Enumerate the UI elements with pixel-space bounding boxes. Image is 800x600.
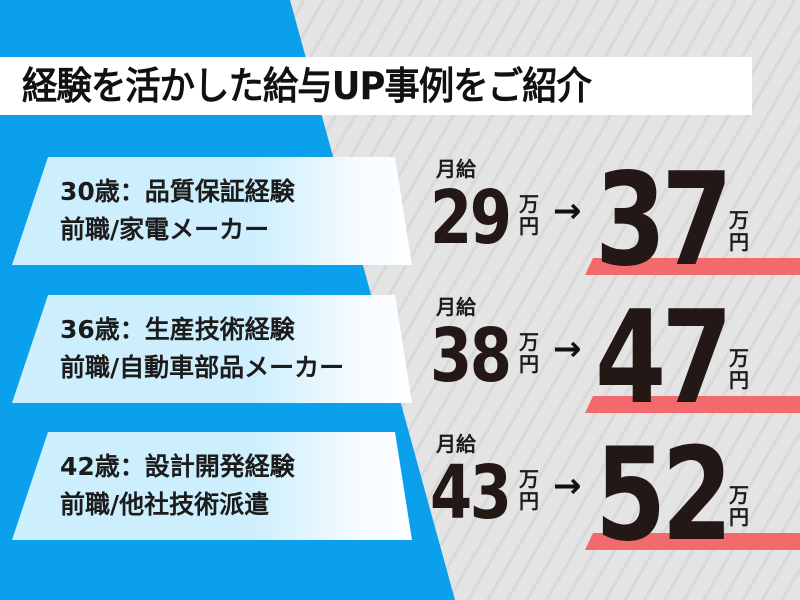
unit-yen: 円 xyxy=(519,214,539,238)
title-bar xyxy=(0,57,752,115)
unit-yen: 円 xyxy=(729,230,749,254)
unit-man: 万 xyxy=(729,483,749,507)
case-profile: 36歳：生産技術経験 xyxy=(60,315,295,344)
salary-after: 47 xyxy=(595,284,733,433)
unit-before: 万円 xyxy=(518,468,540,512)
case-previous-job: 前職/家電メーカー xyxy=(60,215,270,244)
case-profile: 30歳：品質保証経験 xyxy=(60,177,295,206)
unit-after: 万円 xyxy=(728,347,750,391)
unit-man: 万 xyxy=(519,330,539,354)
page-title: 経験を活かした給与UP事例をご紹介 xyxy=(22,64,592,108)
salary-label: 月給 xyxy=(436,157,476,181)
case-card xyxy=(12,295,412,403)
unit-yen: 円 xyxy=(519,352,539,376)
arrow-right-icon: → xyxy=(553,466,582,506)
salary-label: 月給 xyxy=(436,295,476,319)
highlight-bar xyxy=(585,533,800,550)
arrow-right-icon: → xyxy=(553,329,582,369)
salary-label: 月給 xyxy=(436,432,476,456)
highlight-bar xyxy=(585,258,800,275)
unit-before: 万円 xyxy=(518,193,540,237)
unit-man: 万 xyxy=(729,346,749,370)
highlight-bar xyxy=(585,396,800,413)
unit-after: 万円 xyxy=(728,209,750,253)
salary-before: 43 xyxy=(430,450,512,536)
unit-man: 万 xyxy=(519,192,539,216)
case-card xyxy=(12,157,412,265)
case-previous-job: 前職/他社技術派遣 xyxy=(60,490,270,519)
unit-after: 万円 xyxy=(728,484,750,528)
case-profile: 42歳：設計開発経験 xyxy=(60,452,295,481)
unit-man: 万 xyxy=(519,467,539,491)
case-previous-job: 前職/自動車部品メーカー xyxy=(60,353,345,382)
salary-after: 37 xyxy=(595,146,733,295)
unit-yen: 円 xyxy=(729,368,749,392)
case-card xyxy=(12,432,412,540)
salary-after: 52 xyxy=(595,421,733,570)
unit-yen: 円 xyxy=(729,505,749,529)
unit-yen: 円 xyxy=(519,489,539,513)
salary-before: 29 xyxy=(430,175,512,261)
salary-before: 38 xyxy=(430,313,512,399)
unit-man: 万 xyxy=(729,208,749,232)
unit-before: 万円 xyxy=(518,331,540,375)
arrow-right-icon: → xyxy=(553,191,582,231)
